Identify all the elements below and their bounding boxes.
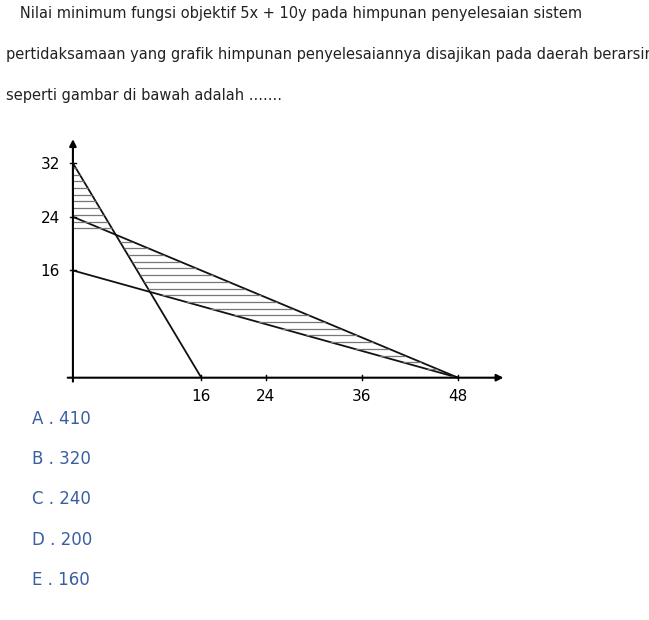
Text: pertidaksamaan yang grafik himpunan penyelesaiannya disajikan pada daerah berars: pertidaksamaan yang grafik himpunan peny… — [6, 47, 649, 62]
Text: C . 240: C . 240 — [32, 490, 92, 508]
Text: B . 320: B . 320 — [32, 450, 92, 468]
Text: Nilai minimum fungsi objektif 5x + 10y pada himpunan penyelesaian sistem: Nilai minimum fungsi objektif 5x + 10y p… — [6, 6, 583, 21]
Text: seperti gambar di bawah adalah .......: seperti gambar di bawah adalah ....... — [6, 88, 282, 103]
Text: E . 160: E . 160 — [32, 571, 90, 589]
Text: A . 410: A . 410 — [32, 410, 92, 428]
Text: D . 200: D . 200 — [32, 531, 93, 549]
